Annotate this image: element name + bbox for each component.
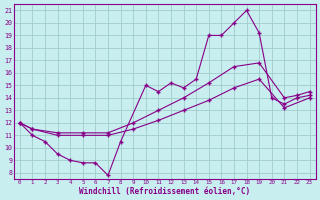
X-axis label: Windchill (Refroidissement éolien,°C): Windchill (Refroidissement éolien,°C)	[79, 187, 250, 196]
